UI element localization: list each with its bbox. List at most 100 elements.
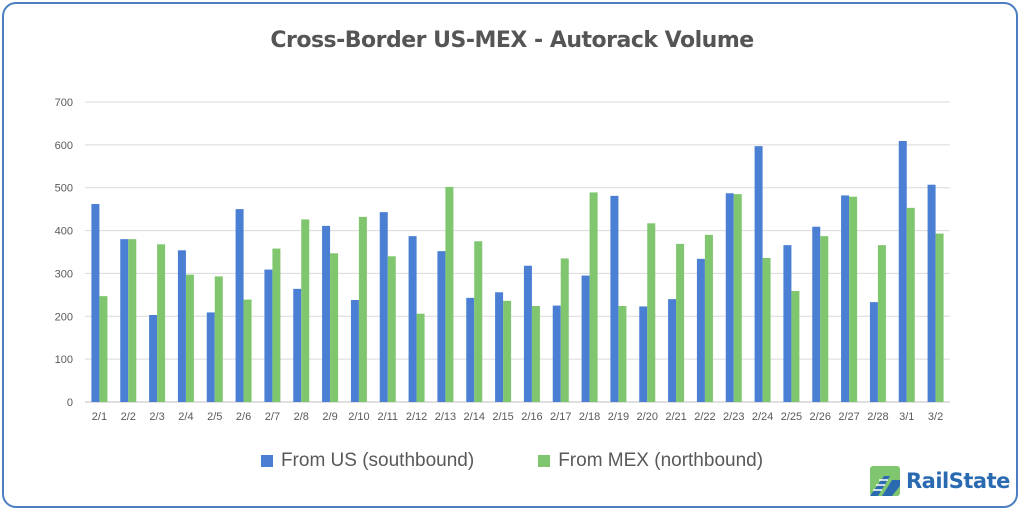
bar-mex [185,274,194,402]
bar-us [235,209,244,402]
railstate-logo: RailState [870,466,1010,496]
bar-mex [935,233,944,402]
bar-mex [272,248,281,402]
chart-title: Cross-Border US-MEX - Autorack Volume [270,28,754,53]
bar-us [149,315,158,402]
x-tick-label: 2/22 [694,411,715,423]
x-tick-label: 2/8 [294,411,309,423]
y-tick-label: 400 [55,226,73,238]
x-tick-label: 2/23 [723,411,744,423]
legend: From US (southbound) From MEX (northboun… [0,450,1024,472]
bar-chart: 0 100 200 300 400 500 600 700 2/1 2/2 2/3 2/4 2/5 2/6… [55,97,950,423]
bar-us [668,299,677,402]
bar-mex [704,234,713,402]
x-tick-label: 2/14 [464,411,485,423]
x-tick-label: 3/2 [928,411,943,423]
x-tick-label: 2/17 [550,411,571,423]
bar-mex [791,291,800,402]
railstate-logo-text: RailState [906,469,1010,493]
bar-us [581,275,590,402]
x-tick-label: 2/19 [608,411,629,423]
y-tick-label: 0 [67,397,73,409]
bar-us [610,195,619,402]
bar-us [408,236,417,402]
bar-us [869,302,878,402]
bar-us [206,312,215,402]
x-tick-label: 3/1 [899,411,914,423]
bar-mex [762,258,771,402]
bar-us [120,239,129,402]
bar-mex [877,245,886,402]
bar-mex [128,239,137,402]
bar-us [639,306,648,402]
bar-us [495,292,504,402]
bar-mex [358,216,367,402]
bar-mex [560,258,569,402]
bar-us [523,265,532,402]
bar-us [379,212,388,402]
legend-label-us: From US (southbound) [280,450,475,471]
bar-mex [387,256,396,402]
bar-us [350,300,359,402]
x-tick-label: 2/24 [752,411,773,423]
bar-mex [906,207,915,402]
bar-us [293,288,302,402]
x-tick-label: 2/28 [867,411,888,423]
bar-mex [99,296,108,402]
bar-us [466,297,475,402]
x-tick-label: 2/7 [265,411,280,423]
bar-mex [676,243,685,402]
bar-mex [214,276,223,402]
x-tick-label: 2/9 [322,411,337,423]
legend-item-us: From US (southbound) [260,450,475,472]
y-tick-label: 100 [55,354,73,366]
bar-us [725,193,734,402]
bar-mex [503,300,512,402]
bar-mex [618,306,627,402]
x-tick-label: 2/25 [781,411,802,423]
y-tick-label: 600 [55,140,73,152]
bar-us [783,245,792,402]
bar-us [754,146,763,402]
bar-mex [301,219,310,402]
bar-us [177,250,186,402]
legend-swatch-us [260,455,273,467]
bar-us [898,141,907,402]
railstate-logo-icon [870,466,900,496]
y-tick-label: 500 [55,183,73,195]
y-tick-label: 200 [55,311,73,323]
x-tick-label: 2/3 [149,411,164,423]
x-tick-label: 2/13 [435,411,456,423]
x-tick-label: 2/10 [348,411,369,423]
legend-item-mex: From MEX (northbound) [538,450,763,472]
x-tick-label: 2/27 [838,411,859,423]
x-tick-label: 2/15 [492,411,513,423]
bar-mex [416,313,425,402]
x-tick-label: 2/11 [377,411,398,423]
bar-us [91,204,100,402]
x-tick-label: 2/20 [637,411,658,423]
bar-mex [445,186,454,402]
bar-mex [647,223,656,402]
bar-us [696,258,705,402]
bar-mex [474,241,483,402]
bar-us [552,305,561,402]
bar-mex [531,306,540,402]
bar-mex [330,253,339,402]
x-tick-label: 2/5 [207,411,222,423]
x-tick-label: 2/26 [810,411,831,423]
bar-mex [820,236,829,402]
bar-us [264,269,273,402]
bar-mex [589,192,598,402]
bar-mex [243,299,252,402]
x-tick-label: 2/2 [121,411,136,423]
bar-us [841,195,850,402]
bar-mex [733,194,742,402]
bar-us [322,225,331,402]
legend-swatch-mex [538,455,551,467]
legend-label-mex: From MEX (northbound) [558,450,764,471]
y-tick-label: 700 [55,97,73,109]
bar-us [812,226,821,402]
bar-us [927,184,936,402]
bar-mex [849,196,858,402]
